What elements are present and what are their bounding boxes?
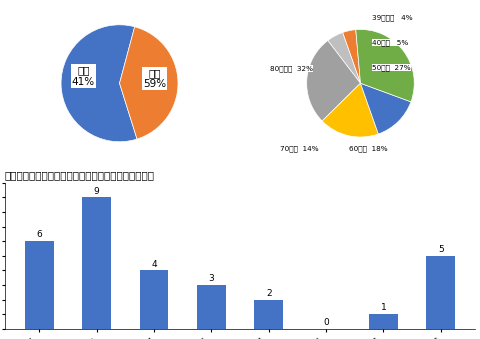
Text: 3: 3: [208, 274, 214, 283]
Text: 9: 9: [94, 186, 99, 196]
Bar: [369, 314, 398, 329]
Text: 39歳以下   4%: 39歳以下 4%: [372, 15, 413, 21]
Text: 女性
41%: 女性 41%: [72, 65, 95, 87]
Bar: [140, 271, 168, 329]
Wedge shape: [307, 41, 360, 121]
Wedge shape: [343, 30, 360, 83]
Wedge shape: [61, 25, 137, 142]
Text: 5: 5: [438, 245, 444, 254]
Text: 2: 2: [266, 289, 272, 298]
Text: 80歳以上  32%: 80歳以上 32%: [270, 65, 313, 72]
Text: ３．当院をお選び頂いた理由について（複数回答可）: ３．当院をお選び頂いた理由について（複数回答可）: [5, 171, 155, 180]
Bar: [426, 256, 455, 329]
Text: 60歳代  18%: 60歳代 18%: [349, 145, 387, 152]
Bar: [254, 300, 283, 329]
Wedge shape: [360, 83, 411, 134]
Bar: [82, 197, 111, 329]
Text: 40歳代   5%: 40歳代 5%: [372, 39, 408, 46]
Text: 4: 4: [151, 260, 157, 268]
Text: 1: 1: [381, 303, 386, 313]
Bar: [25, 241, 54, 329]
Text: 70歳代  14%: 70歳代 14%: [280, 145, 319, 152]
Text: 0: 0: [323, 318, 329, 327]
Text: 50歳代  27%: 50歳代 27%: [372, 64, 411, 71]
Wedge shape: [120, 27, 178, 139]
Text: 6: 6: [36, 231, 42, 239]
Wedge shape: [322, 83, 378, 137]
Text: 男性
59%: 男性 59%: [143, 68, 166, 89]
Bar: [197, 285, 226, 329]
Wedge shape: [328, 33, 360, 83]
Wedge shape: [356, 29, 414, 102]
